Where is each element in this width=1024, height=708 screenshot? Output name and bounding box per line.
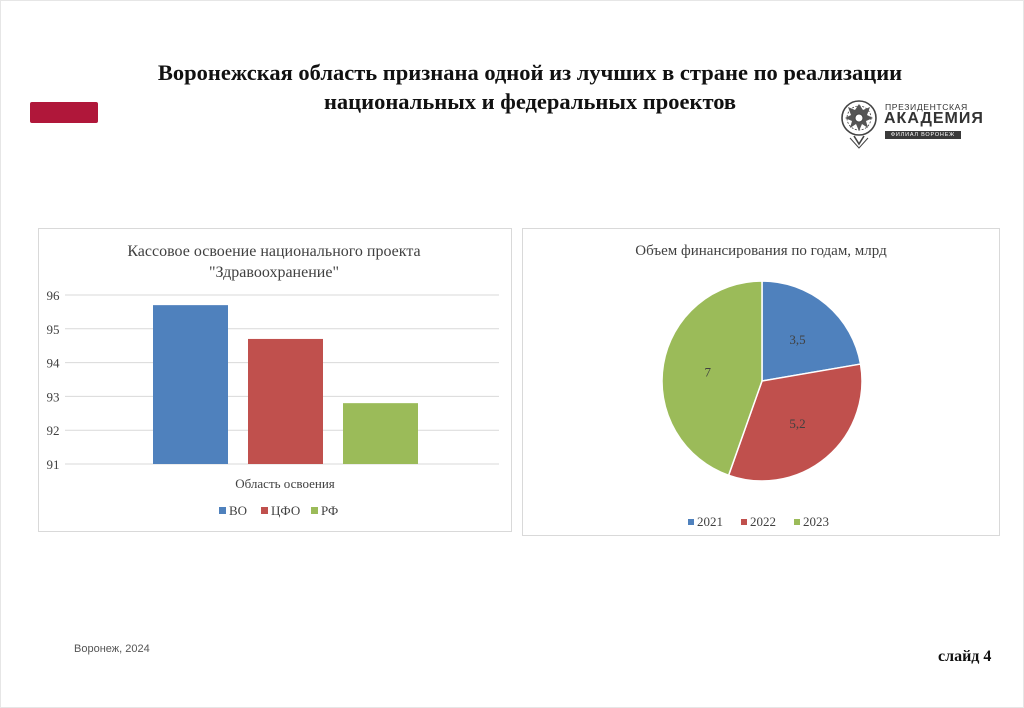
bar-chart-x-axis-label: Область освоения — [235, 476, 335, 491]
pie-legend-swatch-2022 — [741, 519, 747, 525]
pie-data-label-2023: 7 — [705, 365, 712, 380]
bar-chart-title-line-2: "Здравоохранение" — [209, 264, 339, 281]
eagle-emblem-icon — [841, 100, 877, 149]
slide-title: Воронежская область признана одной из лу… — [110, 58, 950, 116]
bar-legend-label-1: ВО — [229, 503, 247, 518]
slide-title-line-2: национальных и федеральных проектов — [323, 89, 737, 114]
bar-legend-swatch-1 — [219, 507, 226, 514]
pie-chart-slices: 3,5 5,2 7 — [661, 280, 863, 482]
pie-legend-label-2023: 2023 — [803, 514, 829, 529]
academy-logo: ПРЕЗИДЕНТСКАЯ АКАДЕМИЯ ФИЛИАЛ ВОРОНЕЖ — [836, 94, 983, 150]
bar-y-tick-label-5: 96 — [47, 288, 61, 303]
pie-chart-panel: Объем финансирования по годам, млрд 3,5 5… — [522, 228, 1000, 536]
slide-number: слайд 4 — [938, 648, 992, 665]
pie-data-label-2021: 3,5 — [789, 332, 805, 347]
pie-slice-2021 — [761, 280, 862, 382]
bar-chart-title-line-1: Кассовое освоение национального проекта — [127, 243, 420, 260]
pie-legend-swatch-2021 — [688, 519, 694, 525]
bar-y-tick-label-3: 94 — [47, 356, 61, 371]
pie-data-label-2022: 5,2 — [789, 416, 805, 431]
pie-legend-swatch-2023 — [794, 519, 800, 525]
pie-legend-label-2022: 2022 — [750, 514, 776, 529]
logo-text-3: ФИЛИАЛ ВОРОНЕЖ — [885, 131, 961, 139]
bar-chart: Кассовое освоение национального проекта … — [47, 243, 499, 518]
bar-y-tick-label-4: 95 — [47, 322, 60, 337]
bar-legend-label-3: РФ — [321, 503, 338, 518]
bar-1 — [153, 305, 228, 464]
bar-y-tick-label-1: 92 — [47, 423, 60, 438]
bar-y-tick-label-0: 91 — [47, 457, 60, 472]
bar-chart-legend: ВО ЦФО РФ — [219, 503, 338, 518]
footer-location: Воронеж, 2024 — [74, 643, 150, 655]
bar-chart-panel: Кассовое освоение национального проекта … — [38, 228, 512, 532]
pie-chart-title: Объем финансирования по годам, млрд — [635, 243, 887, 259]
pie-chart: Объем финансирования по годам, млрд 3,5 5… — [635, 243, 887, 529]
bar-2 — [248, 338, 323, 464]
bar-3 — [343, 403, 418, 464]
bar-legend-label-2: ЦФО — [271, 503, 300, 518]
bar-chart-bars — [153, 305, 418, 464]
slide-title-line-1: Воронежская область признана одной из лу… — [157, 60, 903, 85]
pie-chart-legend: 2021 2022 2023 — [688, 514, 829, 529]
pie-slice-2023 — [661, 280, 763, 477]
logo-text-1: ПРЕЗИДЕНТСКАЯ — [885, 102, 968, 112]
bar-legend-swatch-2 — [261, 507, 268, 514]
logo-text-2: АКАДЕМИЯ — [884, 110, 984, 127]
bar-y-tick-label-2: 93 — [47, 389, 60, 404]
pie-slice-2022 — [727, 363, 863, 482]
pie-legend-label-2021: 2021 — [697, 514, 723, 529]
accent-bar — [30, 102, 98, 123]
bar-legend-swatch-3 — [311, 507, 318, 514]
